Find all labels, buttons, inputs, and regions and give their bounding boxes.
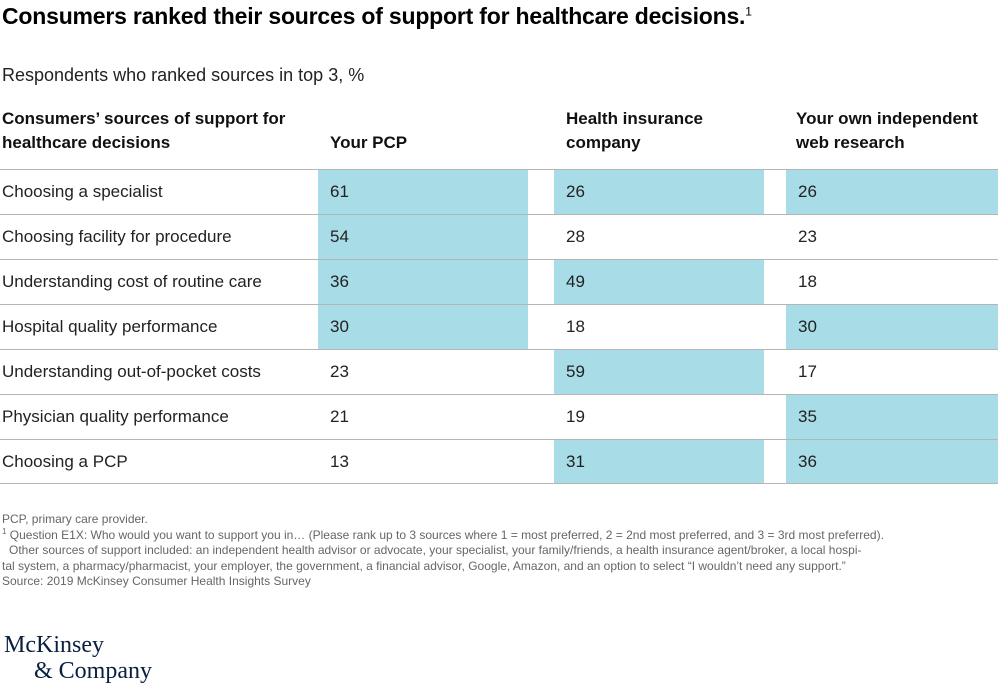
title-footnote-marker: 1 (745, 4, 752, 19)
value-cell: 36 (786, 440, 998, 484)
value-cell: 54 (318, 215, 528, 259)
footnote-1: 1 Question E1X: Who would you want to su… (2, 526, 884, 542)
table-row: Understanding out-of-pocket costs 23 59 17 (0, 349, 998, 394)
value-cell: 13 (330, 452, 349, 471)
value-cell: 35 (786, 395, 998, 439)
value-cell: 17 (798, 362, 817, 381)
value-cell: 61 (318, 170, 528, 214)
value-cell: 23 (798, 227, 817, 246)
value-cell: 18 (566, 317, 585, 336)
table-row: Choosing a specialist 61 26 26 (0, 169, 998, 214)
column-header-web-research: Your own independent web research (796, 109, 978, 152)
footnote-1-continued: Other sources of support included: an in… (9, 543, 862, 557)
table-row: Understanding cost of routine care 36 49 18 (0, 259, 998, 304)
mckinsey-logo: McKinsey & Company (4, 632, 152, 684)
value-cell: 31 (554, 440, 764, 484)
value-cell: 59 (554, 350, 764, 394)
value-cell: 36 (318, 260, 528, 304)
value-cell: 23 (330, 362, 349, 381)
abbreviation-note: PCP, primary care provider. (2, 512, 148, 526)
chart-notes: PCP, primary care provider. 1 Question E… (2, 512, 998, 590)
row-label-header: Consumers’ sources of support for health… (2, 109, 286, 152)
chart-title: Consumers ranked their sources of suppor… (2, 3, 752, 29)
logo-line-1: McKinsey (4, 632, 104, 658)
row-label: Choosing a specialist (2, 182, 163, 201)
row-label: Hospital quality performance (2, 317, 218, 336)
column-header-pcp: Your PCP (330, 133, 408, 152)
value-cell: 30 (786, 305, 998, 349)
row-label: Choosing facility for procedure (2, 227, 232, 246)
value-cell: 18 (798, 272, 817, 291)
table-row: Physician quality performance 21 19 35 (0, 394, 998, 439)
table-row: Choosing a PCP 13 31 36 (0, 439, 998, 484)
value-cell: 26 (554, 170, 764, 214)
value-cell: 21 (330, 407, 349, 426)
row-label: Understanding out-of-pocket costs (2, 362, 261, 381)
column-header-insurance: Health insurance company (566, 109, 703, 152)
row-label: Physician quality performance (2, 407, 229, 426)
value-cell: 49 (554, 260, 764, 304)
chart-subtitle: Respondents who ranked sources in top 3,… (2, 65, 365, 85)
source-note: Source: 2019 McKinsey Consumer Health In… (2, 574, 311, 588)
value-cell: 19 (566, 407, 585, 426)
value-cell: 30 (318, 305, 528, 349)
table-row: Hospital quality performance 30 18 30 (0, 304, 998, 349)
footnote-1-continued-2: tal system, a pharmacy/pharmacist, your … (2, 558, 846, 573)
value-cell: 26 (786, 170, 998, 214)
value-cell: 28 (566, 227, 585, 246)
row-label: Understanding cost of routine care (2, 272, 262, 291)
logo-line-2: & Company (34, 658, 152, 684)
table-row: Choosing facility for procedure 54 28 23 (0, 214, 998, 259)
row-label: Choosing a PCP (2, 452, 128, 471)
